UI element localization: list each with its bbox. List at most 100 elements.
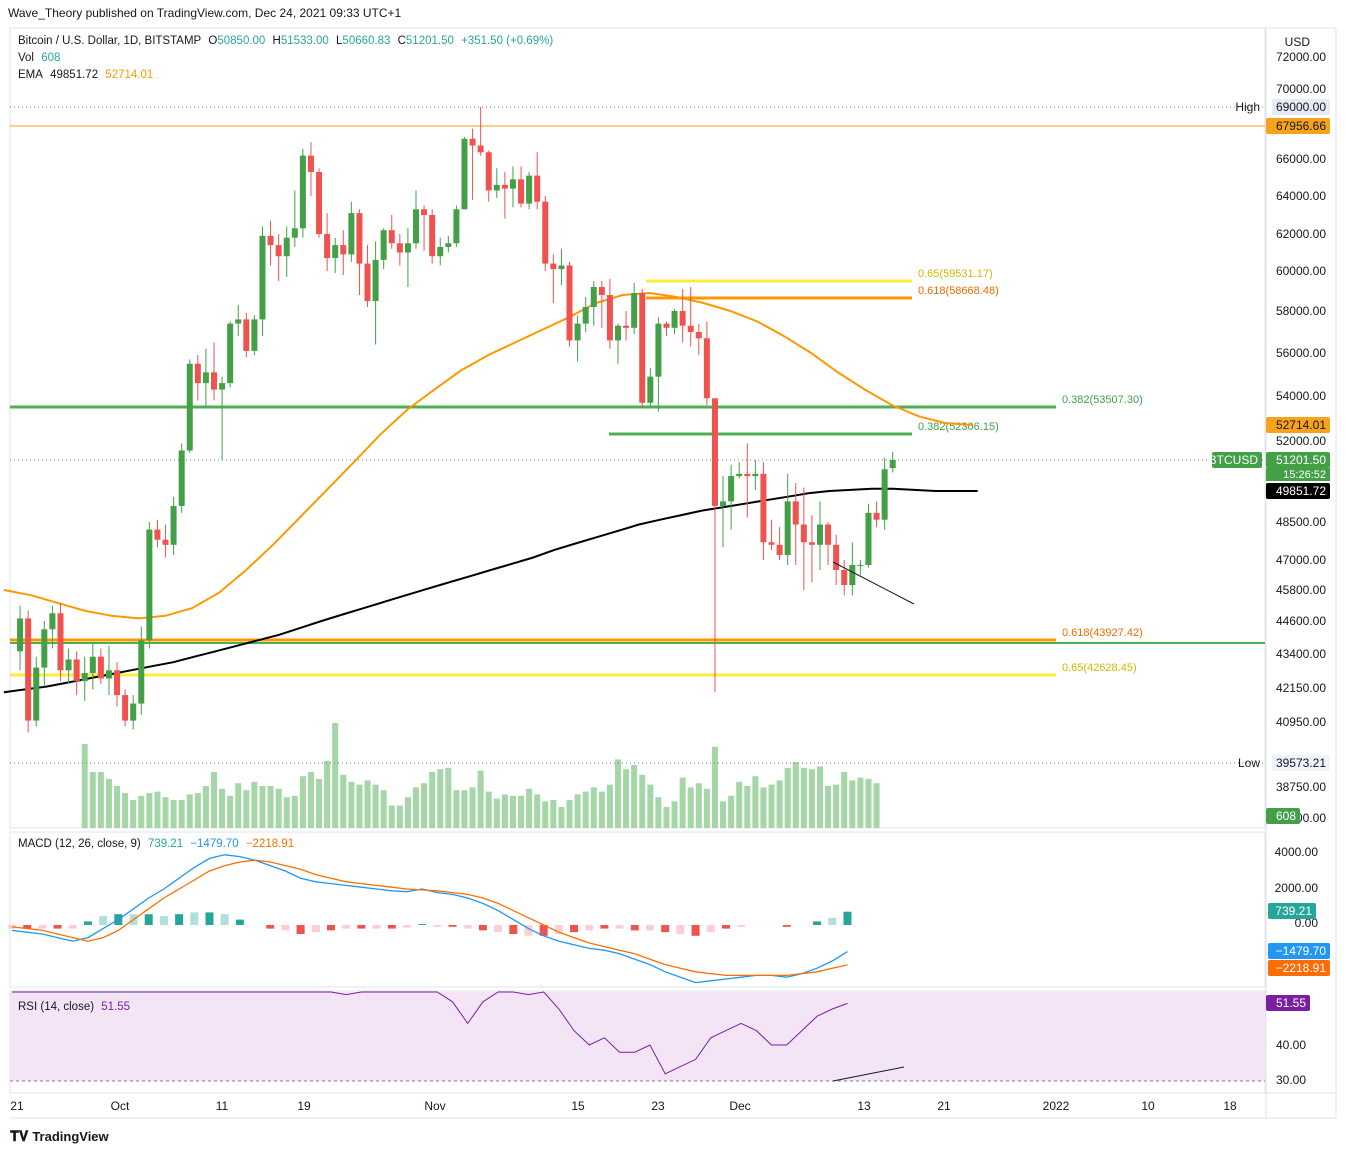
price-tick-label: 52000.00 (1276, 434, 1326, 448)
candle-body (105, 670, 112, 679)
volume-bar (647, 784, 654, 828)
volume-bar (332, 723, 339, 828)
volume-bar (550, 800, 557, 828)
candle-body (170, 505, 177, 545)
volume-bar (299, 776, 306, 828)
candle-body (736, 473, 743, 477)
ema50-value: 52714.01 (105, 69, 154, 81)
volume-bar (324, 760, 331, 828)
volume-bar (526, 788, 533, 828)
candle-body (889, 460, 896, 469)
volume-bar (784, 767, 791, 828)
volume-bar (122, 793, 129, 828)
candle-body (671, 311, 678, 328)
candle-body (542, 201, 549, 264)
candle-body (324, 234, 331, 259)
time-tick-label: Nov (424, 1099, 445, 1113)
candle-body (768, 542, 775, 545)
rsi-legend: RSI (14, close) 51.55 (18, 1001, 134, 1013)
tradingview-logo[interactable]: 𝐓𝐕 TradingView (10, 1128, 109, 1145)
time-tick-label: 21 (10, 1099, 24, 1113)
macd-signal-badge-bg (1268, 960, 1330, 976)
ath-price-badge: 67956.66 (1276, 119, 1326, 133)
candle-body (429, 215, 436, 257)
volume-bar (283, 797, 290, 828)
macd-pane (9, 831, 1266, 988)
macd-hist-bar (235, 919, 244, 925)
macd-line-badge-bg (1268, 943, 1330, 959)
close-label: C (397, 35, 406, 47)
ema200-line (3, 487, 978, 694)
high-label: H (272, 35, 281, 47)
macd-tick-label: 0.00 (1295, 916, 1319, 930)
macd-hist-bar (554, 925, 563, 934)
volume-bar (477, 770, 484, 828)
candle-body (566, 265, 573, 341)
candle-body (243, 319, 250, 351)
candle-body (356, 213, 363, 264)
candle-body (808, 542, 815, 545)
macd-line-value: −1479.70 (190, 838, 239, 850)
volume-bar (396, 805, 403, 828)
fib-label-618-top: 0.618(58668.48) (918, 285, 999, 297)
candle-body (178, 450, 185, 506)
high-level-label: High (1235, 100, 1260, 114)
low-label: L (336, 35, 343, 47)
candle-body (275, 245, 282, 257)
macd-hist-badge-bg (1268, 903, 1316, 919)
candle-body (833, 544, 840, 570)
volume-bar (138, 795, 145, 828)
volume-bar (186, 794, 193, 828)
volume-bar (364, 780, 371, 828)
candle-body (582, 307, 589, 324)
macd-signal-value: −2218.91 (245, 838, 295, 850)
countdown-bg (1266, 468, 1330, 481)
macd-hist-bar (661, 925, 670, 933)
candle-body (776, 544, 783, 555)
candle-body (162, 539, 169, 545)
candle-body (372, 259, 379, 301)
rsi-label: RSI (14, close) (18, 1001, 95, 1013)
volume-bar (671, 801, 678, 828)
macd-hist-bar (144, 914, 153, 925)
candle-body (760, 473, 767, 543)
volume-bar (211, 772, 217, 828)
macd-hist-bar (828, 917, 837, 925)
publisher-line: Wave_Theory published on TradingView.com… (8, 6, 402, 20)
volume-bar (744, 786, 751, 828)
price-tick-label: 40950.00 (1276, 715, 1326, 729)
candle-body (663, 323, 670, 328)
macd-hist-bar (357, 925, 366, 929)
candle-body (574, 323, 581, 341)
time-tick-label: 13 (857, 1099, 871, 1113)
candle-body (332, 245, 339, 259)
volume-bar (413, 787, 419, 828)
volume-bar (792, 762, 799, 828)
tradingview-logo-icon: 𝐓𝐕 (10, 1128, 29, 1144)
volume-bar (485, 791, 492, 828)
volume-badge: 608 (1276, 809, 1296, 823)
candle-body (413, 209, 419, 244)
change-value: +351.50 (+0.69%) (461, 35, 554, 47)
rsi-tick-label: 30.00 (1276, 1073, 1306, 1087)
candle-body (146, 529, 153, 641)
candle-body (800, 524, 807, 543)
macd-hist-bar (721, 925, 730, 929)
volume-bar (421, 783, 428, 828)
volume-bar (227, 795, 234, 828)
volume-bar (833, 784, 840, 828)
candle-body (267, 235, 274, 246)
volume-bar (825, 786, 832, 828)
price-tick-label: 64000.00 (1276, 189, 1326, 203)
candle-body (485, 152, 492, 191)
ema200-price-badge-bg (1266, 483, 1330, 499)
volume-bar (243, 790, 250, 828)
price-tick-label: 43400.00 (1276, 647, 1326, 661)
candle-body (865, 512, 872, 565)
ema-legend: EMA 49851.72 52714.01 (18, 69, 157, 81)
candle-body (792, 501, 799, 525)
macd-hist-bar (402, 925, 411, 928)
macd-hist-bar (220, 914, 229, 925)
volume-bar (631, 765, 638, 828)
